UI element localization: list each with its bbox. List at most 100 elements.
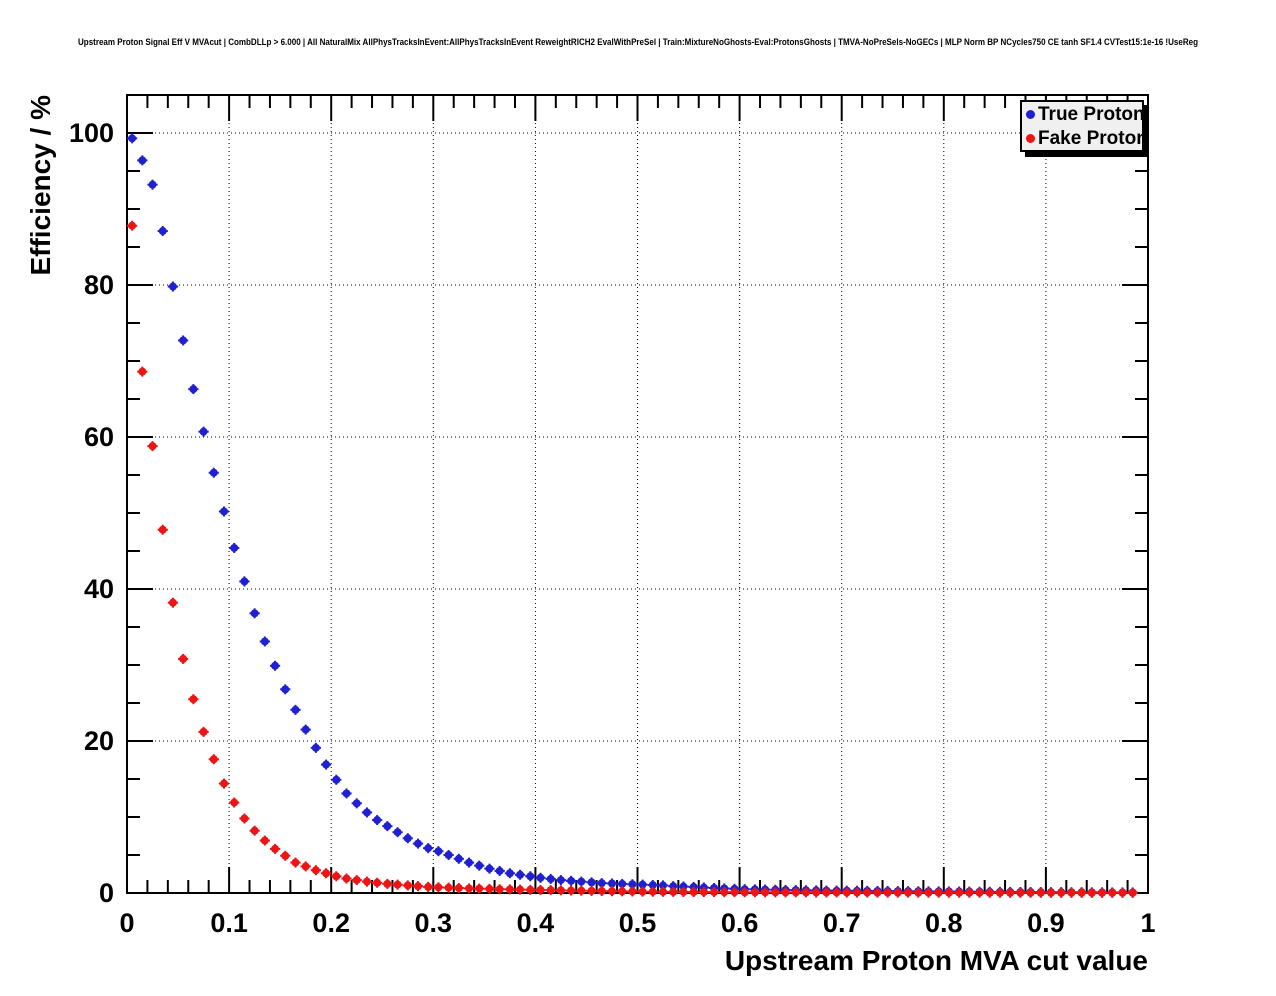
data-point <box>351 798 362 809</box>
plot-title: Upstream Proton Signal Eff V MVAcut | Co… <box>78 37 1198 48</box>
data-point <box>341 788 352 799</box>
data-point <box>127 133 138 144</box>
x-tick-label: 1 <box>1140 908 1155 938</box>
data-point <box>229 542 240 553</box>
data-point <box>566 885 577 896</box>
data-point <box>657 886 669 897</box>
data-point <box>1127 887 1138 898</box>
data-point <box>841 887 852 898</box>
data-point <box>1015 887 1026 898</box>
data-point <box>290 857 301 868</box>
data-point <box>790 887 801 898</box>
y-tick-label: 60 <box>84 422 114 452</box>
data-point <box>647 886 658 897</box>
data-point <box>392 879 403 890</box>
data-point <box>361 876 373 887</box>
x-tick-label: 0.1 <box>210 908 248 938</box>
data-point <box>657 880 669 891</box>
axis-ticks <box>126 95 1149 894</box>
plot-frame <box>126 94 1149 894</box>
data-point <box>310 742 321 753</box>
legend-entry-fake-proton: Fake Proton <box>1022 126 1148 150</box>
data-point <box>923 887 934 898</box>
data-point <box>167 281 179 292</box>
legend-label-true-proton: True Proton <box>1038 103 1145 125</box>
data-point <box>586 885 597 896</box>
data-point <box>1117 887 1128 898</box>
data-point <box>218 506 230 517</box>
data-point <box>147 441 158 452</box>
data-point <box>800 887 812 898</box>
data-point <box>1035 887 1046 898</box>
data-point <box>402 880 413 891</box>
data-point <box>239 813 250 824</box>
data-point <box>218 778 230 789</box>
legend[interactable]: True Proton Fake Proton <box>1020 100 1148 152</box>
data-point <box>382 878 393 889</box>
data-point <box>555 875 567 886</box>
data-point <box>423 843 434 854</box>
data-point <box>443 882 454 893</box>
data-point <box>525 884 536 895</box>
x-tick-label: 0.6 <box>721 908 759 938</box>
series-fake-proton <box>127 220 1138 898</box>
data-point <box>453 883 464 894</box>
data-point <box>147 179 158 190</box>
data-point <box>1086 887 1097 898</box>
data-point <box>433 882 444 893</box>
data-point <box>525 871 536 882</box>
data-point <box>698 887 709 898</box>
data-point <box>290 704 301 715</box>
data-point <box>566 875 577 886</box>
data-point <box>372 815 383 826</box>
data-point <box>137 155 148 166</box>
data-point <box>770 887 781 898</box>
data-point <box>249 608 260 619</box>
x-tick-label: 0.9 <box>1027 908 1065 938</box>
data-point <box>535 872 546 883</box>
data-point <box>320 868 332 879</box>
x-tick-label: 0.5 <box>619 908 657 938</box>
data-point <box>269 843 281 854</box>
data-point <box>902 887 914 898</box>
data-point <box>729 887 740 898</box>
data-point <box>331 774 342 785</box>
data-point <box>198 726 209 737</box>
data-point <box>994 887 1006 898</box>
data-point <box>412 881 424 892</box>
data-point <box>137 366 148 377</box>
data-point <box>892 887 903 898</box>
data-point <box>606 886 618 897</box>
data-point <box>239 576 250 587</box>
data-point <box>1107 887 1118 898</box>
data-point <box>443 850 454 860</box>
data-point <box>1005 887 1016 898</box>
data-point <box>708 887 720 898</box>
data-point <box>463 857 475 868</box>
data-point <box>229 797 240 808</box>
data-point <box>719 887 730 898</box>
data-point <box>402 833 413 844</box>
data-point <box>933 887 944 898</box>
data-point <box>821 887 832 898</box>
data-point <box>678 886 689 897</box>
data-point <box>576 885 587 896</box>
data-point <box>504 868 515 879</box>
data-point <box>280 850 291 861</box>
data-point <box>535 884 546 895</box>
data-point <box>872 887 883 898</box>
data-point <box>954 887 965 898</box>
data-point <box>514 869 526 880</box>
data-point <box>596 886 607 897</box>
data-point <box>974 887 985 898</box>
data-point <box>627 886 638 897</box>
data-point <box>188 384 199 395</box>
fake-proton-marker-icon <box>1026 133 1035 143</box>
y-tick-label: 100 <box>69 118 114 148</box>
data-point <box>463 883 475 894</box>
data-point <box>361 807 373 818</box>
y-tick-label: 40 <box>84 574 114 604</box>
data-point <box>453 853 464 864</box>
data-point <box>851 887 863 898</box>
